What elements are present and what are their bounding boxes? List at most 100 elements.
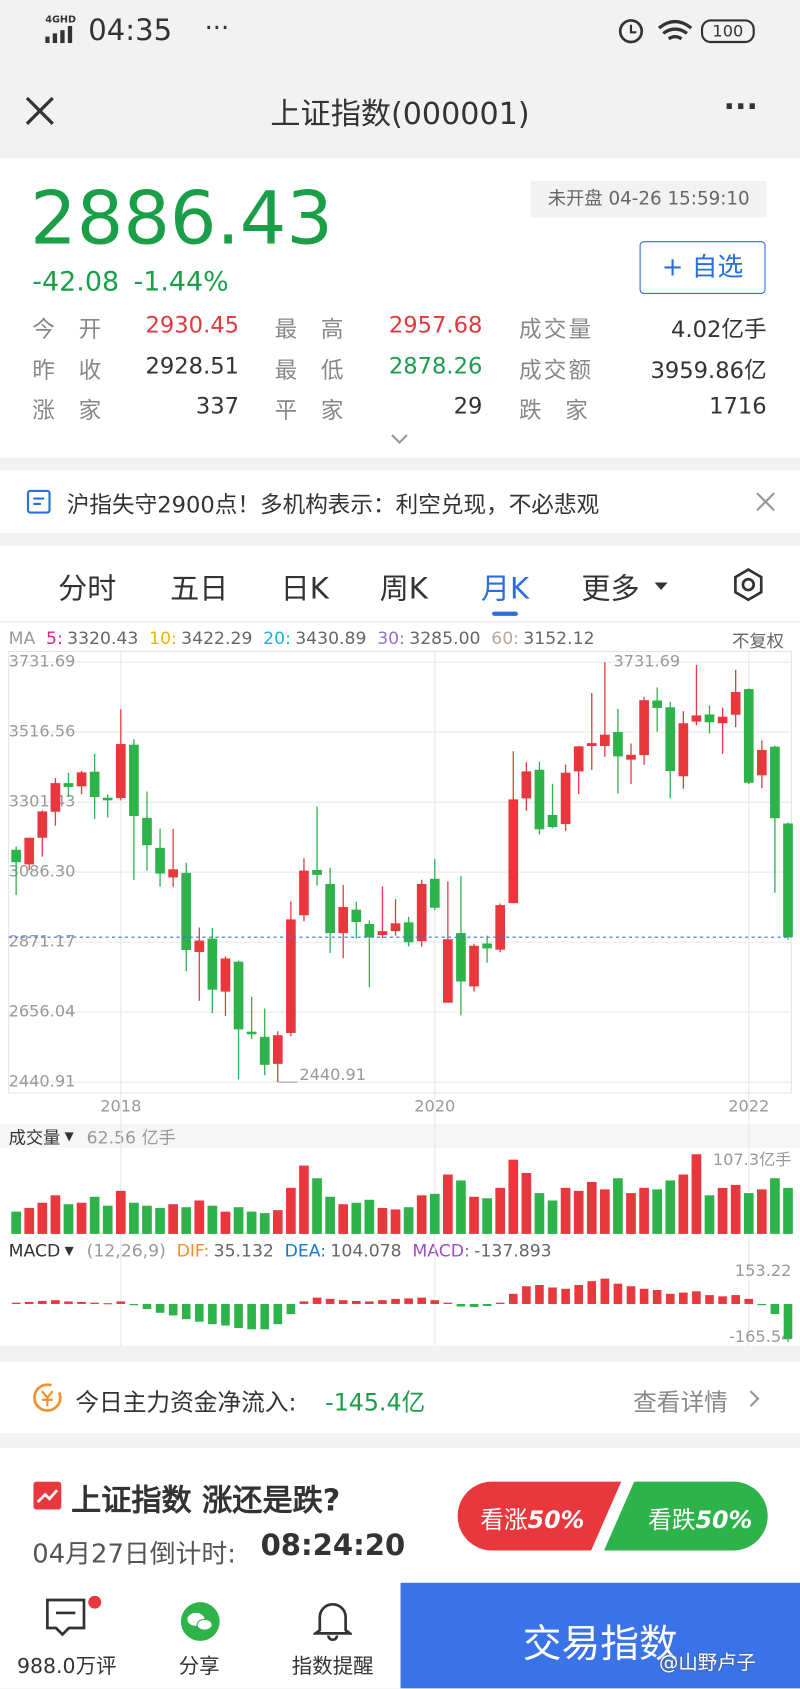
dropdown-arrow: ▼: [64, 1128, 74, 1143]
macd-bar: [705, 1295, 714, 1304]
menu-button[interactable]: ···: [723, 88, 758, 124]
macd-bar: [770, 1303, 780, 1315]
stat-value: 3959.86亿: [650, 357, 767, 384]
dea-name: DEA:: [284, 1239, 327, 1261]
change: -42.08: [32, 265, 120, 298]
signal-icon: [45, 25, 73, 44]
news-close[interactable]: [755, 491, 777, 513]
volume-bar: [730, 1184, 741, 1234]
settings-icon[interactable]: [732, 567, 764, 602]
tab[interactable]: 更多: [581, 572, 640, 607]
macd-bar: [404, 1298, 413, 1304]
macd-bar: [365, 1301, 374, 1304]
volume-bar: [390, 1209, 401, 1234]
macd-bar: [51, 1300, 60, 1304]
vote-title: 上证指数 涨还是跌?: [71, 1482, 341, 1519]
vote-down-label: 看跌: [648, 1507, 696, 1535]
news-icon: [26, 489, 51, 514]
vote-up[interactable]: 看涨50%: [480, 1501, 584, 1535]
volume-bar: [351, 1202, 362, 1234]
candle-body: [495, 905, 506, 950]
candle-body: [37, 811, 48, 838]
volume-bar: [338, 1204, 349, 1234]
macd-label[interactable]: MACD: [8, 1239, 61, 1261]
battery: 100: [712, 21, 744, 41]
volume-bar: [429, 1193, 440, 1234]
stat-value: 2928.51: [145, 353, 240, 380]
share-icon[interactable]: [180, 1601, 221, 1642]
macd-bar: [129, 1303, 139, 1306]
volume-bar: [443, 1174, 453, 1234]
candle-body: [89, 771, 100, 798]
macd-bar: [600, 1278, 610, 1304]
candle-body: [259, 1036, 270, 1065]
countdown: 08:24:20: [260, 1528, 406, 1563]
tab[interactable]: 日K: [280, 572, 329, 607]
dea-value: 104.078: [330, 1239, 402, 1261]
candle-body: [678, 723, 689, 777]
candle-body: [639, 700, 649, 756]
macd-bar: [443, 1302, 453, 1304]
candle-body: [534, 769, 545, 830]
ma-value: 3152.12: [523, 627, 595, 648]
stat-label: 平家: [274, 397, 368, 424]
candle-body: [600, 734, 610, 747]
comment-icon[interactable]: [45, 1595, 110, 1639]
stat-value: 337: [195, 393, 240, 419]
candle-body: [233, 961, 244, 1030]
volume-bar: [155, 1207, 165, 1234]
news-bar[interactable]: [0, 470, 800, 533]
ma-value: 3285.00: [409, 627, 481, 648]
ma-value: 3320.43: [67, 627, 139, 648]
macd-bar: [679, 1292, 688, 1304]
volume-bar: [756, 1189, 767, 1234]
volume-bar: [194, 1200, 205, 1234]
macd-bar: [665, 1293, 675, 1304]
news-text: 沪指失守2900点！多机构表示：利空兑现，不必悲观: [66, 492, 600, 518]
alert-icon[interactable]: [313, 1598, 353, 1641]
tab[interactable]: 月K: [480, 572, 530, 607]
stat-value: 2930.45: [145, 312, 240, 339]
expand-chevron[interactable]: [390, 433, 409, 446]
fund-icon: [33, 1383, 62, 1412]
candle-body: [665, 707, 676, 772]
macd-bar: [378, 1300, 387, 1304]
macd-bar: [38, 1300, 47, 1304]
macd-bar: [535, 1284, 544, 1304]
vote-down[interactable]: 看跌50%: [648, 1501, 752, 1535]
fund-link[interactable]: 查看详情: [633, 1390, 728, 1417]
macd-bar: [522, 1286, 531, 1304]
macd-bar: [116, 1301, 126, 1304]
watch-button[interactable]: + 自选: [639, 241, 766, 294]
trade-button[interactable]: [400, 1582, 800, 1689]
candle-body: [783, 823, 793, 938]
stat-label: 涨家: [32, 397, 125, 424]
macd-bar: [221, 1303, 230, 1326]
volume-label[interactable]: 成交量: [8, 1127, 61, 1148]
fund-flow[interactable]: [0, 1362, 800, 1434]
macd-row: MACD ▼ (12,26,9) DIF: 35.132 DEA: 104.078 MACD:…: [0, 1238, 800, 1262]
candle-body: [704, 714, 715, 723]
volume-bar: [573, 1190, 584, 1234]
comments-label: 988.0万评: [17, 1654, 117, 1679]
x-tick-label: 2018: [100, 1096, 141, 1115]
volume-bar: [129, 1202, 139, 1234]
close-button[interactable]: [24, 95, 56, 127]
tab[interactable]: 分时: [58, 572, 117, 607]
stat-value: 2957.68: [388, 312, 483, 339]
candle-body: [456, 933, 466, 982]
volume-bar: [312, 1178, 322, 1234]
tab[interactable]: 五日: [170, 572, 229, 607]
macd-bar: [64, 1301, 73, 1304]
candle-body: [155, 847, 165, 874]
macd-tick-label: -165.54: [729, 1327, 791, 1346]
macd-bar: [338, 1300, 348, 1304]
volume-bar: [717, 1187, 728, 1234]
volume-bar: [652, 1189, 663, 1234]
ma-value: 3430.89: [295, 627, 367, 648]
volume-bar: [364, 1199, 375, 1234]
tab[interactable]: 周K: [379, 572, 428, 607]
candle-body: [560, 772, 571, 825]
stat-label: 昨收: [32, 357, 125, 384]
